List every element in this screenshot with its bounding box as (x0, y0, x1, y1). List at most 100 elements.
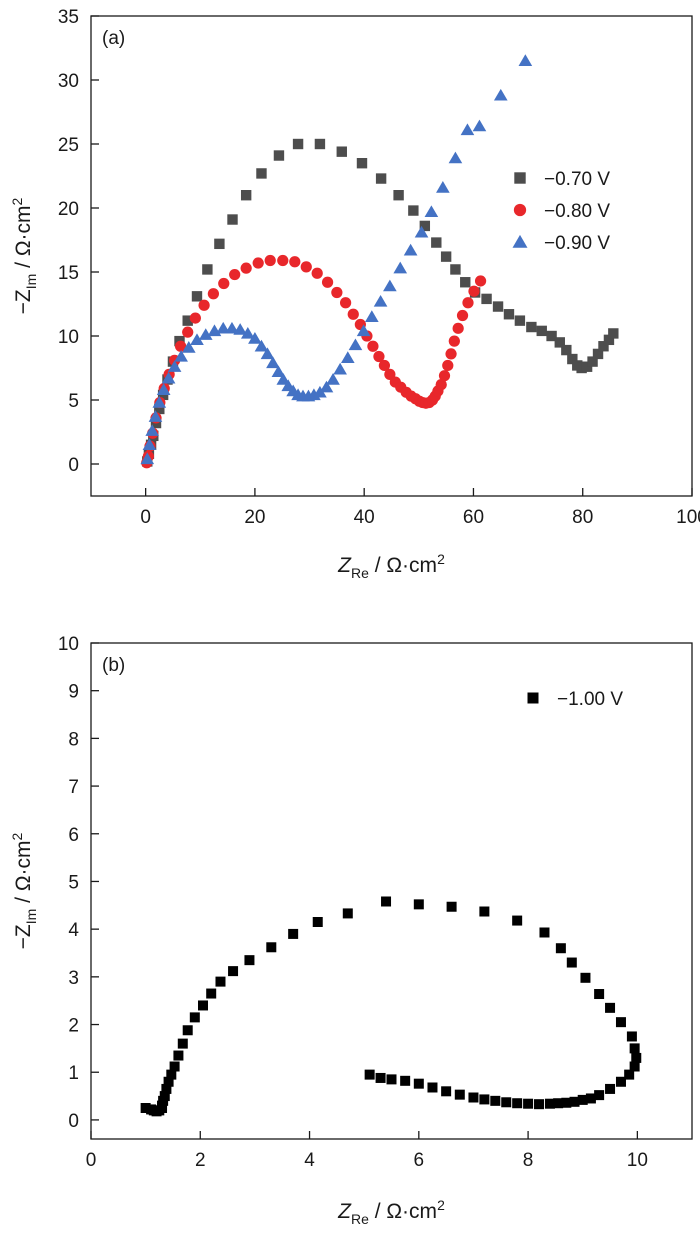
data-point (450, 264, 461, 275)
data-point (159, 1091, 170, 1102)
data-point (321, 276, 334, 288)
data-point (140, 452, 155, 465)
x-axis-label: ZRe / Ω·cm2 (337, 1197, 445, 1227)
data-point (629, 1043, 640, 1054)
y-tick-label: 15 (58, 263, 79, 284)
x-tick-label: 0 (140, 507, 151, 528)
data-point (393, 261, 408, 274)
data-point (414, 225, 429, 238)
data-point (356, 324, 371, 337)
data-point (166, 1069, 177, 1080)
data-point (173, 1050, 184, 1061)
data-point (140, 1103, 151, 1113)
data-point (365, 310, 379, 322)
data-point (218, 277, 230, 290)
data-point (182, 1025, 193, 1036)
legend-marker (512, 234, 528, 248)
data-point (592, 348, 604, 360)
data-point (460, 277, 471, 288)
data-point (240, 326, 255, 339)
y-tick-label: 25 (58, 135, 79, 156)
data-point (452, 322, 464, 334)
data-point (252, 257, 264, 269)
data-point (189, 1012, 200, 1023)
x-tick-label: 2 (195, 1150, 206, 1171)
x-tick-label: 10 (627, 1150, 648, 1171)
data-point (436, 181, 450, 193)
data-point (555, 943, 566, 954)
data-point (375, 1072, 386, 1083)
data-point (154, 403, 165, 415)
data-point (182, 326, 194, 338)
data-point (454, 1089, 465, 1100)
data-point (214, 238, 225, 250)
legend-marker (513, 203, 527, 217)
data-point (539, 927, 550, 938)
data-point (347, 308, 359, 320)
y-tick-label: 5 (68, 391, 79, 412)
data-point (605, 1002, 616, 1013)
data-point (553, 1098, 564, 1109)
x-tick-label: 60 (463, 507, 484, 528)
data-point (313, 385, 327, 398)
data-point (156, 383, 171, 395)
data-point (448, 151, 463, 164)
data-point (594, 1090, 605, 1101)
y-tick-label: 10 (58, 634, 79, 655)
legend-marker (527, 692, 539, 704)
data-point (603, 334, 615, 346)
data-point (424, 205, 439, 218)
data-point (546, 330, 557, 342)
series-3 (140, 54, 533, 465)
x-tick-label: 80 (572, 507, 593, 528)
data-point (240, 262, 252, 274)
data-point (227, 214, 238, 225)
y-tick-label: 4 (68, 920, 79, 941)
data-point (277, 254, 289, 267)
data-point (233, 323, 247, 335)
data-point (474, 275, 487, 287)
data-point (493, 88, 508, 101)
x-axis-label: ZRe / Ω·cm2 (337, 551, 445, 581)
data-point (367, 340, 379, 352)
data-point (240, 190, 252, 201)
data-point (216, 321, 231, 334)
data-point (181, 341, 196, 353)
data-point (462, 297, 474, 309)
data-point (300, 261, 312, 273)
data-point (177, 1038, 188, 1049)
y-axis-label: −ZIm / Ω·cm2 (9, 832, 39, 949)
data-point (567, 353, 578, 365)
data-point (442, 359, 454, 372)
x-tick-label: 8 (523, 1150, 534, 1171)
data-point (264, 254, 276, 267)
y-tick-label: 9 (68, 682, 79, 703)
data-point (585, 1093, 596, 1104)
data-point (577, 1094, 588, 1105)
data-point (446, 901, 457, 912)
data-point (356, 158, 368, 169)
data-point (400, 1075, 411, 1086)
data-point (319, 380, 334, 393)
data-point (413, 1078, 424, 1089)
chart-panel-a: 0 20 40 60 80 100 0 5 10 15 20 25 30 35 (a) ZRe / Ω·cm2… (9, 7, 700, 581)
x-tick-label: 20 (244, 507, 265, 528)
y-tick-label: 0 (68, 455, 79, 476)
data-point (148, 410, 163, 422)
data-point (342, 908, 353, 919)
data-point (364, 1069, 375, 1080)
y-tick-label: 10 (58, 327, 79, 348)
data-point (383, 279, 397, 292)
data-point (576, 362, 587, 374)
data-point (276, 373, 291, 385)
data-point (440, 251, 452, 262)
data-point (228, 966, 239, 977)
data-point (594, 989, 605, 1000)
data-point (260, 347, 275, 360)
data-point (333, 362, 347, 375)
data-point (311, 267, 323, 279)
legend: −0.70 V −0.80 V −0.90 V (512, 169, 610, 254)
data-point (615, 1076, 626, 1087)
data-point (163, 1076, 174, 1087)
data-point (254, 339, 269, 352)
